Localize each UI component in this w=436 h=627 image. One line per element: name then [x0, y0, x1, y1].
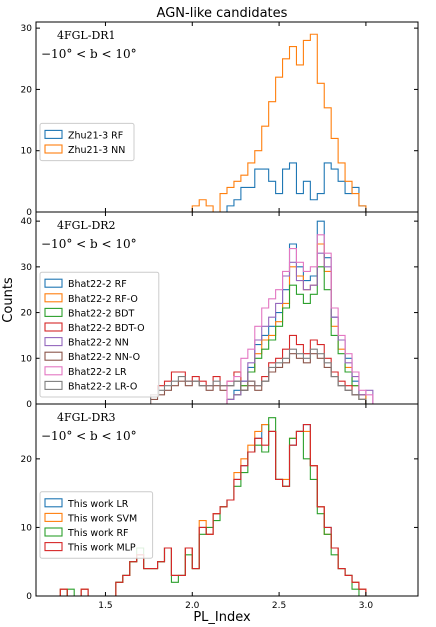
legend-swatch [44, 498, 63, 508]
x-tick-label: 2.0 [185, 601, 200, 611]
y-tick-label: 20 [21, 455, 33, 465]
legend-entry: This work LR [67, 499, 129, 510]
catalog-label: 4FGL-DR1 [57, 29, 116, 42]
panel-3: 1.5 2.0 2.5 3.0 0 10 20 4FGL-DR3 −10° < b < 10° T… [21, 403, 419, 611]
series-group [53, 33, 401, 212]
y-tick-label: 20 [21, 309, 33, 319]
legend-box [39, 491, 154, 559]
legend-swatch [44, 293, 63, 303]
histogram-zhu21-3-nn [53, 33, 401, 212]
legend-swatch [44, 144, 63, 154]
histogram-bhat22-2-lr [53, 234, 401, 404]
legend-entry: Bhat22-2 RF [68, 279, 127, 290]
legend-entry: Bhat22-2 RF-O [68, 294, 138, 305]
y-tick-label: 10 [21, 523, 33, 533]
y-tick-label: 20 [21, 85, 33, 95]
chart-title: AGN-like candidates [157, 6, 288, 21]
histogram-zhu21-3-rf [53, 162, 401, 212]
legend-entry: Zhu21-3 NN [68, 145, 125, 156]
legend-entry: This work MLP [67, 543, 136, 554]
latitude-label: −10° < b < 10° [41, 237, 137, 251]
catalog-label: 4FGL-DR3 [57, 411, 116, 424]
legend: This work LR This work SVM This work RF Thi… [39, 491, 154, 559]
x-tick-label: 1.5 [98, 601, 112, 611]
legend-swatch [44, 512, 63, 522]
legend-swatch [44, 351, 63, 361]
histogram-bhat22-2-lr-o [53, 348, 401, 404]
legend-entry: Zhu21-3 RF [68, 130, 123, 141]
y-axis-label: Counts [1, 277, 16, 323]
legend-entry: Bhat22-2 BDT [68, 308, 134, 319]
y-tick-label: 0 [26, 208, 32, 218]
y-tick-label: 30 [21, 263, 33, 273]
panel-frame [35, 403, 419, 597]
y-tick-label: 10 [21, 147, 33, 157]
legend-swatch [44, 337, 63, 347]
legend-entry: Bhat22-2 LR-O [68, 381, 137, 392]
histogram-this-work-mlp [53, 424, 401, 596]
latitude-label: −10° < b < 10° [41, 429, 137, 443]
catalog-label: 4FGL-DR2 [57, 219, 116, 232]
legend-swatch [44, 527, 63, 537]
legend-box [39, 122, 135, 162]
legend-swatch [44, 542, 63, 552]
x-tick-label: 3.0 [359, 601, 374, 611]
legend-entry: This work RF [67, 528, 129, 539]
legend-swatch [44, 278, 63, 288]
legend-swatch [44, 307, 63, 317]
legend-entry: Bhat22-2 LR [68, 367, 127, 378]
series-group [53, 417, 401, 596]
legend-swatch [44, 380, 63, 390]
series-group [53, 220, 401, 404]
y-tick-label: 0 [26, 400, 32, 410]
y-tick-label: 10 [21, 354, 33, 364]
y-tick-label: 40 [21, 217, 33, 227]
legend: Bhat22-2 RF Bhat22-2 RF-O Bhat22-2 BDT Bhat… [39, 271, 160, 398]
legend-entry: Bhat22-2 NN-O [68, 352, 140, 363]
y-tick-label: 30 [21, 24, 33, 34]
legend-entry: Bhat22-2 NN [68, 338, 129, 349]
panel-2: 0 10 20 30 40 4FGL-DR2 −10° < b < 10° Bhat22-2 … [21, 211, 419, 410]
legend-entry: This work SVM [67, 513, 137, 524]
x-tick-label: 2.5 [272, 601, 286, 611]
latitude-label: −10° < b < 10° [41, 47, 137, 61]
legend-box [39, 271, 160, 398]
legend-entry: Bhat22-2 BDT-O [68, 323, 145, 334]
legend-swatch [44, 129, 63, 139]
y-tick-label: 0 [26, 592, 32, 602]
legend: Zhu21-3 RF Zhu21-3 NN [39, 122, 135, 162]
legend-swatch [44, 366, 63, 376]
x-axis-label: PL_Index [193, 610, 251, 625]
legend-swatch [44, 322, 63, 332]
